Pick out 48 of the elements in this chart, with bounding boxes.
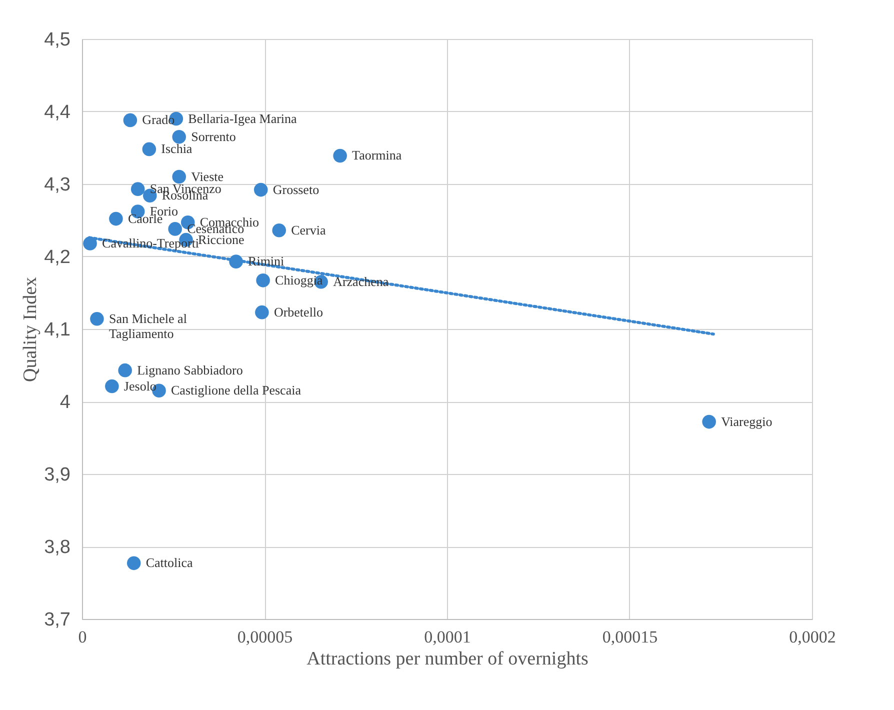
annotation: Bellaria-Igea Marina (188, 110, 298, 126)
point (126, 556, 141, 570)
point (123, 113, 138, 128)
y-tick-label: 4 (60, 392, 71, 413)
point (142, 142, 156, 156)
point (272, 224, 286, 238)
annotation: Taormina (352, 148, 402, 163)
y-tick-label: 4,5 (44, 30, 70, 50)
point (172, 170, 186, 184)
y-tick-label: 3,8 (44, 537, 70, 558)
point (333, 148, 347, 163)
point (130, 182, 145, 196)
annotation: Jesolo (124, 378, 156, 394)
point (83, 236, 97, 250)
annotation: Lignano Sabbiadoro (137, 362, 243, 378)
x-tick-label: 0,00005 (237, 628, 293, 646)
annotation: Viareggio (721, 414, 772, 429)
y-tick-label: 3,7 (44, 610, 70, 630)
point (105, 379, 119, 394)
x-tick-label: 0,00015 (602, 628, 658, 646)
y-tick-label: 4,1 (44, 320, 70, 340)
point (255, 305, 269, 320)
annotation: Sorrento (191, 128, 236, 144)
annotation: Ischia (161, 141, 192, 156)
point (702, 414, 716, 429)
point (109, 212, 123, 226)
y-axis-title: Quality Index (20, 276, 42, 382)
point (90, 312, 104, 326)
point (254, 182, 268, 197)
point (118, 363, 132, 378)
annotation: Cattolica (146, 555, 193, 570)
y-tick-label: 3,9 (44, 464, 70, 486)
y-tick-label: 4,4 (44, 102, 71, 123)
annotation: Castiglione della Pescaia (171, 382, 302, 398)
point (172, 130, 186, 144)
point (256, 274, 270, 288)
annotation: Vieste (191, 168, 224, 184)
annotation: Orbetello (274, 304, 324, 320)
x-tick-label: 0 (78, 628, 87, 646)
x-tick-label: 0,0001 (424, 628, 471, 646)
y-tick-label: 4,2 (44, 247, 70, 268)
y-tick-label: 4,3 (44, 174, 70, 196)
x-axis-title: Attractions per number of overnights (306, 648, 588, 670)
annotation: Grosseto (272, 182, 320, 197)
point (168, 222, 182, 236)
annotation: San Michele al Tagliamento (108, 310, 188, 341)
x-tick-label: 0,0002 (789, 628, 836, 646)
annotation: Cervia (291, 222, 326, 238)
